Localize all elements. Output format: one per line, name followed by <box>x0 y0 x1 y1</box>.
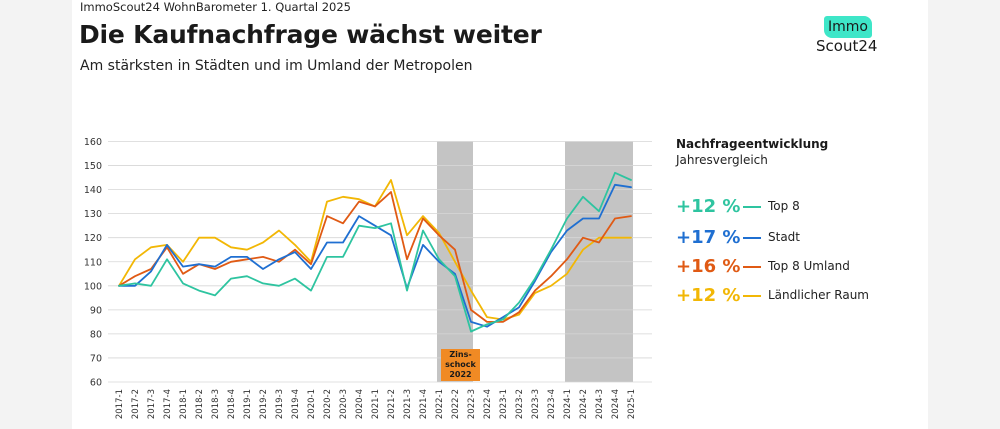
x-tick-label: 2021-3 <box>403 389 413 419</box>
chart-card <box>72 0 928 429</box>
x-tick-label: 2023-2 <box>515 389 525 419</box>
x-tick-label: 2024-4 <box>611 389 621 419</box>
x-tick-label: 2018-1 <box>179 389 189 419</box>
legend-swatch-stadt <box>743 237 761 239</box>
x-tick-label: 2021-1 <box>371 389 381 419</box>
x-tick-label: 2022-2 <box>451 389 461 419</box>
x-tick-label: 2018-2 <box>195 389 205 419</box>
series-line-top-8 <box>118 171 632 333</box>
x-tick-label: 2019-3 <box>275 389 285 419</box>
legend-pct-top8: +12 % <box>676 196 741 217</box>
legend-label-laendlicher-raum: Ländlicher Raum <box>768 288 869 302</box>
legend-label-top8: Top 8 <box>768 199 800 213</box>
legend-pct-top8-umland: +16 % <box>676 256 741 277</box>
x-tick-label: 2020-1 <box>307 389 317 419</box>
x-tick-label: 2020-2 <box>323 389 333 419</box>
y-tick-label: 90 <box>90 305 102 316</box>
x-tick-label: 2021-4 <box>419 389 429 419</box>
y-tick-label: 70 <box>90 353 102 364</box>
y-tick-label: 130 <box>84 209 102 220</box>
x-tick-label: 2019-1 <box>243 389 253 419</box>
logo-wordmark: Scout24 <box>816 37 878 55</box>
x-tick-label: 2023-1 <box>499 389 509 419</box>
series-line-top-8-umland <box>118 191 632 323</box>
y-tick-label: 80 <box>90 329 102 340</box>
y-tick-label: 150 <box>84 161 102 172</box>
x-tick-label: 2025-1 <box>627 389 637 419</box>
series-line-l-ndlicher-raum <box>118 179 632 321</box>
x-tick-label: 2019-4 <box>291 389 301 419</box>
zinsschock-line3: 2022 <box>449 370 472 379</box>
legend-subtitle: Jahresvergleich <box>676 153 768 167</box>
legend-label-stadt: Stadt <box>768 230 800 244</box>
y-tick-label: 110 <box>84 257 102 268</box>
x-tick-label: 2024-1 <box>563 389 573 419</box>
legend-swatch-top8 <box>743 206 761 208</box>
x-tick-label: 2023-4 <box>547 389 557 419</box>
x-tick-label: 2017-1 <box>115 389 125 419</box>
legend-pct-stadt: +17 % <box>676 227 741 248</box>
chart-supertitle: ImmoScout24 WohnBarometer 1. Quartal 202… <box>80 0 351 14</box>
y-tick-label: 100 <box>84 281 102 292</box>
chart-title: Die Kaufnachfrage wächst weiter <box>79 20 542 49</box>
x-tick-label: 2017-3 <box>147 389 157 419</box>
legend-pct-laendlicher-raum: +12 % <box>676 285 741 306</box>
zinsschock-line2: schock <box>445 360 476 369</box>
x-tick-label: 2021-2 <box>387 389 397 419</box>
y-tick-label: 160 <box>84 137 102 148</box>
immoscout24-logo: Immo Scout24 <box>812 16 892 60</box>
logo-badge: Immo <box>824 16 872 38</box>
x-tick-label: 2020-3 <box>339 389 349 419</box>
x-tick-label: 2023-3 <box>531 389 541 419</box>
x-tick-label: 2017-4 <box>163 389 173 419</box>
legend-swatch-laendlicher-raum <box>743 295 761 297</box>
legend-title: Nachfrageentwicklung <box>676 137 829 151</box>
legend-swatch-top8-umland <box>743 266 761 268</box>
zinsschock-line1: Zins- <box>449 350 472 359</box>
x-tick-label: 2022-1 <box>435 389 445 419</box>
zinsschock-annotation: Zins- schock 2022 <box>441 349 480 381</box>
legend-label-top8-umland: Top 8 Umland <box>768 259 850 273</box>
x-tick-label: 2018-4 <box>227 389 237 419</box>
x-tick-label: 2022-3 <box>467 389 477 419</box>
x-tick-label: 2022-4 <box>483 389 493 419</box>
x-tick-label: 2018-3 <box>211 389 221 419</box>
y-tick-label: 120 <box>84 233 102 244</box>
x-tick-label: 2024-2 <box>579 389 589 419</box>
series-line-stadt <box>118 183 632 328</box>
x-tick-label: 2020-4 <box>355 389 365 419</box>
chart-subtitle: Am stärksten in Städten und im Umland de… <box>80 58 473 74</box>
y-tick-label: 60 <box>90 378 102 389</box>
x-tick-label: 2017-2 <box>131 389 141 419</box>
x-tick-label: 2024-3 <box>595 389 605 419</box>
x-tick-label: 2019-2 <box>259 389 269 419</box>
y-tick-label: 140 <box>84 185 102 196</box>
